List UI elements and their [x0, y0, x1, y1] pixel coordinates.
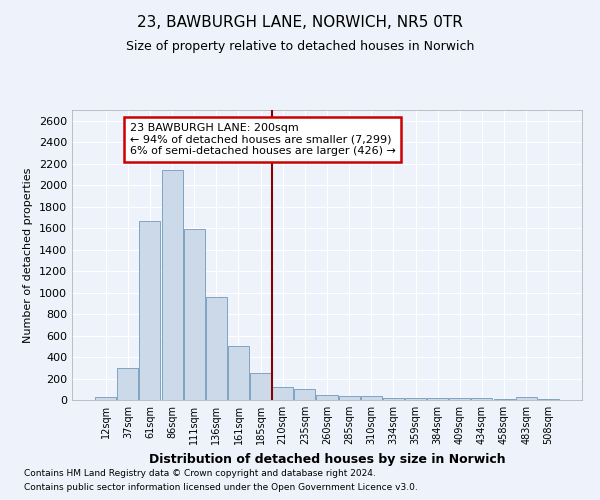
Bar: [118, 368, 139, 400]
Bar: [361, 396, 382, 400]
Text: 23, BAWBURGH LANE, NORWICH, NR5 0TR: 23, BAWBURGH LANE, NORWICH, NR5 0TR: [137, 15, 463, 30]
Bar: [161, 170, 182, 400]
Bar: [295, 390, 316, 400]
Bar: [228, 346, 249, 400]
Bar: [95, 398, 116, 400]
Bar: [427, 398, 448, 400]
Bar: [338, 396, 359, 400]
Bar: [515, 398, 536, 400]
Bar: [405, 398, 426, 400]
Text: Contains HM Land Registry data © Crown copyright and database right 2024.: Contains HM Land Registry data © Crown c…: [24, 468, 376, 477]
Bar: [449, 398, 470, 400]
Bar: [472, 398, 493, 400]
Text: 23 BAWBURGH LANE: 200sqm
← 94% of detached houses are smaller (7,299)
6% of semi: 23 BAWBURGH LANE: 200sqm ← 94% of detach…: [130, 123, 396, 156]
Text: Size of property relative to detached houses in Norwich: Size of property relative to detached ho…: [126, 40, 474, 53]
Bar: [316, 394, 338, 400]
Bar: [250, 373, 271, 400]
Y-axis label: Number of detached properties: Number of detached properties: [23, 168, 34, 342]
Bar: [184, 228, 205, 400]
Bar: [206, 297, 227, 400]
Bar: [383, 398, 404, 400]
Bar: [272, 386, 293, 400]
Bar: [139, 220, 160, 400]
X-axis label: Distribution of detached houses by size in Norwich: Distribution of detached houses by size …: [149, 452, 505, 466]
Text: Contains public sector information licensed under the Open Government Licence v3: Contains public sector information licen…: [24, 484, 418, 492]
